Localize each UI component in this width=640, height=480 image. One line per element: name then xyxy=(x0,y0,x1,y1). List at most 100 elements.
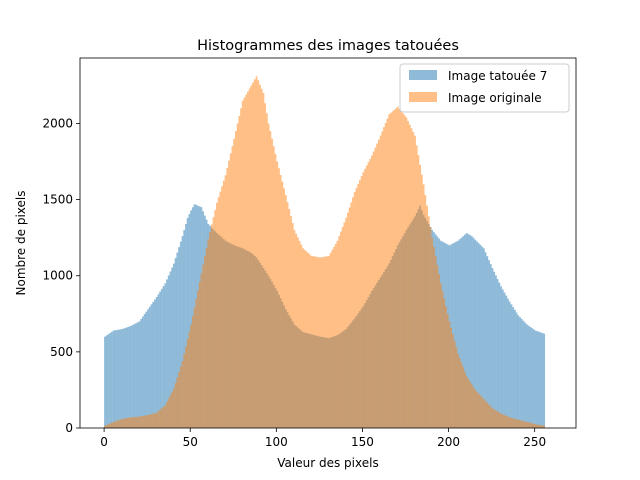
y-tick-label: 500 xyxy=(50,345,73,359)
legend-swatch-original xyxy=(409,92,437,102)
histogram-bar xyxy=(517,315,520,428)
histogram-bar xyxy=(114,421,117,428)
histogram-bar xyxy=(496,411,499,428)
chart-title: Histogrammes des images tatouées xyxy=(197,38,459,54)
histogram-bar xyxy=(534,424,537,428)
histogram-bar xyxy=(279,174,282,428)
histogram-bar xyxy=(376,143,378,428)
histogram-bar xyxy=(474,389,477,428)
plot-frame xyxy=(79,57,577,429)
histogram-bar xyxy=(421,174,423,428)
y-tick-label: 0 xyxy=(65,421,73,435)
histogram-bar xyxy=(319,257,322,428)
histogram-bar xyxy=(438,274,440,428)
histogram-bar xyxy=(157,294,160,428)
histogram-bar xyxy=(124,418,127,428)
histogram-bar xyxy=(396,106,399,428)
histogram-bar xyxy=(188,214,191,428)
histogram-bar xyxy=(210,224,213,428)
histogram-bar xyxy=(183,230,186,428)
histogram-bar xyxy=(412,132,415,428)
histogram-bar xyxy=(495,410,497,428)
histogram-bar xyxy=(190,324,192,428)
histogram-bar xyxy=(310,255,313,428)
histogram-bar xyxy=(390,112,392,428)
histogram-bar xyxy=(341,227,344,428)
histogram-bar xyxy=(538,424,540,428)
histogram-bar xyxy=(465,233,468,428)
histogram-bar xyxy=(236,123,239,428)
histogram-bar xyxy=(179,241,182,428)
histogram-bar xyxy=(126,417,129,428)
histogram-bar xyxy=(536,331,539,428)
histogram-bar xyxy=(131,325,134,428)
histogram-bar xyxy=(250,85,253,428)
histogram-bar xyxy=(539,425,542,428)
histogram-bar xyxy=(112,421,115,428)
histogram-bar xyxy=(359,180,361,428)
histogram-bar xyxy=(457,353,459,428)
histogram-bar xyxy=(154,299,156,428)
histogram-bar xyxy=(252,82,254,429)
histogram-bar xyxy=(200,273,203,428)
histogram-bar xyxy=(522,320,525,428)
histogram-bar xyxy=(408,124,411,428)
histogram-bar xyxy=(303,249,306,428)
histogram-bar xyxy=(154,413,156,428)
histogram-bar xyxy=(379,135,382,428)
histogram-bar xyxy=(123,328,125,428)
histogram-bar xyxy=(529,422,532,428)
histogram-bar xyxy=(439,283,442,428)
histogram-bar xyxy=(171,391,174,428)
histogram-bar xyxy=(195,298,198,428)
histogram-bar xyxy=(489,406,492,428)
histogram-bar xyxy=(515,419,518,428)
histogram-bar xyxy=(464,234,466,428)
histogram-bar xyxy=(407,121,409,428)
histogram-bar xyxy=(384,122,387,429)
histogram-bar xyxy=(462,236,465,428)
histogram-bar xyxy=(498,282,501,428)
histogram-bar xyxy=(107,424,110,428)
histogram-bar xyxy=(541,332,544,428)
histogram-bar xyxy=(297,237,299,428)
histogram-bar xyxy=(517,419,520,428)
histogram-bar xyxy=(109,332,112,428)
histogram-bar xyxy=(522,421,525,428)
histogram-bar xyxy=(173,388,175,428)
histogram-bar xyxy=(336,240,339,428)
histogram-bar xyxy=(495,275,497,428)
histogram-bar xyxy=(436,265,439,428)
histogram-bar xyxy=(470,236,473,428)
histogram-bar xyxy=(309,254,311,428)
legend-label-original: Image originale xyxy=(448,91,542,105)
histogram-bar xyxy=(148,414,151,428)
histogram-bar xyxy=(205,247,208,428)
histogram-bar xyxy=(307,252,310,428)
histogram-bar xyxy=(298,241,301,428)
series-original xyxy=(104,76,546,429)
histogram-bar xyxy=(395,108,397,428)
histogram-bar xyxy=(469,235,471,428)
histogram-bar xyxy=(386,118,389,428)
histogram-bar xyxy=(169,271,172,428)
x-tick-label: 200 xyxy=(437,435,460,449)
histogram-bar xyxy=(293,230,296,428)
histogram-bar xyxy=(159,409,161,428)
histogram-bar xyxy=(142,415,144,428)
histogram-bar xyxy=(121,329,124,428)
histogram-bar xyxy=(167,398,170,428)
histogram-bar xyxy=(534,330,537,428)
histogram-bar xyxy=(162,286,165,428)
x-axis-label: Valeur des pixels xyxy=(277,456,378,470)
histogram-bar xyxy=(484,400,487,428)
histogram-bar xyxy=(460,237,463,428)
histogram-bar xyxy=(350,202,353,428)
histogram-bar xyxy=(441,290,444,428)
y-tick-label: 2000 xyxy=(42,116,73,130)
histogram-bar xyxy=(470,384,473,428)
histogram-bar xyxy=(202,264,205,428)
histogram-bar xyxy=(133,417,136,428)
x-tick-label: 150 xyxy=(351,435,374,449)
histogram-bar xyxy=(255,76,258,429)
